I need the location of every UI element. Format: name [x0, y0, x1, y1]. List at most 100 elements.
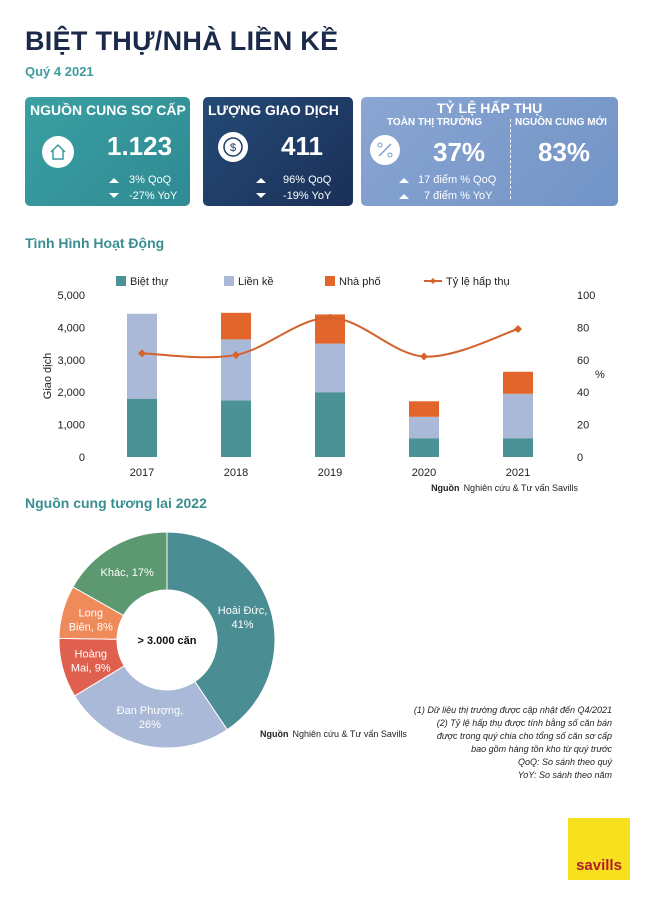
icon-percent: [370, 135, 400, 165]
section-title: Nguồn cung tương lai 2022: [25, 495, 207, 511]
bar-segment: [315, 392, 345, 457]
x-tick-label: 2017: [130, 467, 154, 479]
line-marker: [514, 325, 522, 334]
y2-tick-label: 40: [577, 387, 589, 399]
slice-label: Long: [79, 607, 103, 619]
slice-label: 26%: [139, 719, 161, 731]
svg-text:$: $: [230, 142, 236, 154]
card-value: 411: [281, 131, 323, 161]
x-tick-label: 2021: [506, 467, 530, 479]
pie-slice: [166, 531, 276, 731]
y-tick-label: 4,000: [57, 322, 85, 334]
panel-value: 83%: [538, 137, 591, 167]
panel-value: 37%: [433, 137, 486, 167]
y2-tick-label: 60: [577, 355, 589, 367]
bar-segment: [127, 398, 157, 457]
card-title: TỶ LỆ HẤP THỤ: [436, 100, 543, 116]
legend-label: Tỷ lệ hấp thụ: [446, 276, 510, 288]
slice-label: Khác, 17%: [101, 567, 154, 579]
icon-coin: $: [218, 132, 248, 162]
page-subtitle: Quý 4 2021: [25, 64, 94, 79]
note: QoQ: So sánh theo quý: [517, 757, 612, 767]
panel-change: 17 điểm % QoQ: [418, 174, 497, 186]
legend-swatch: [325, 276, 335, 286]
note: (1) Dữ liệu thị trường được cập nhật đến…: [413, 705, 612, 715]
line-marker: [232, 350, 240, 359]
logo-text: savills: [576, 857, 622, 874]
line-marker: [420, 352, 428, 361]
slice-label: Mai, 9%: [71, 663, 111, 675]
y-tick-label: 5,000: [57, 290, 85, 302]
card-change: -27% YoY: [129, 190, 178, 202]
slice-label: Hoàng: [75, 649, 107, 661]
logo: savills: [568, 818, 630, 880]
source-text: Nghiên cứu & Tư vấn Savills: [464, 483, 579, 493]
bar-segment: [221, 339, 251, 401]
page-title: BIỆT THỰ/NHÀ LIỀN KỀ: [25, 26, 339, 56]
arrows: [256, 178, 266, 198]
y2-tick-label: 100: [577, 290, 595, 302]
card-change: -19% YoY: [283, 190, 332, 202]
panel-title: NGUỒN CUNG MỚI: [515, 117, 607, 128]
bar-segment: [221, 400, 251, 457]
card-absorption: TỶ LỆ HẤP THỤ TOÀN THỊ TRƯỜNG 37% 17 điể…: [361, 97, 618, 206]
pie-slice: [73, 665, 228, 749]
bar-segment: [409, 438, 439, 457]
card-value: 1.123: [107, 131, 173, 161]
panel-title: TOÀN THỊ TRƯỜNG: [387, 117, 482, 128]
legend-marker: [430, 278, 436, 284]
bar-segment: [503, 393, 533, 439]
line-marker: [326, 313, 334, 322]
card-supply: NGUỒN CUNG SƠ CẤP 1.123 3% QoQ -27% YoY: [25, 97, 190, 206]
bar-segment: [503, 371, 533, 394]
card-change: 3% QoQ: [129, 174, 172, 186]
y-tick-label: 0: [79, 452, 85, 464]
bar-segment: [315, 343, 345, 393]
panel-change: 7 điểm % YoY: [424, 190, 493, 202]
divider: [510, 119, 512, 199]
note: bao gồm hàng tồn kho từ quý trước: [471, 744, 612, 754]
icon-house: [42, 136, 74, 168]
y-tick-label: 3,000: [57, 355, 85, 367]
slice-label: Biên, 8%: [69, 621, 113, 633]
center-label: > 3.000 căn: [137, 635, 196, 647]
card-title: NGUỒN CUNG SƠ CẤP: [30, 102, 186, 118]
x-tick-label: 2018: [224, 467, 248, 479]
y-tick-label: 2,000: [57, 387, 85, 399]
y2-axis-label: %: [595, 369, 605, 381]
legend-label: Biệt thự: [130, 276, 169, 288]
bar-segment: [503, 438, 533, 457]
card-transactions: LƯỢNG GIAO DỊCH $ 411 96% QoQ -19% YoY: [203, 97, 353, 206]
legend-swatch: [116, 276, 126, 286]
line-marker: [138, 349, 146, 358]
bar-segment: [409, 401, 439, 417]
source-label: Nguồn: [431, 483, 460, 493]
source: Nguồn Nghiên cứu & Tư vấn Savills: [260, 729, 407, 739]
note: (2) Tỷ lệ hấp thụ được tính bằng số căn …: [436, 718, 612, 728]
x-tick-label: 2019: [318, 467, 342, 479]
bar-segment: [221, 312, 251, 340]
legend-label: Nhà phố: [339, 276, 381, 288]
slice-label: Đan Phượng,: [117, 705, 184, 717]
source-label: Nguồn: [260, 729, 289, 739]
source: Nguồn Nghiên cứu & Tư vấn Savills: [431, 483, 578, 493]
arrows: [399, 178, 409, 199]
note: YoY: So sánh theo năm: [517, 770, 612, 780]
bar-segment: [409, 416, 439, 439]
arrows: [109, 178, 119, 198]
slice-label: 41%: [232, 619, 254, 631]
y2-tick-label: 0: [577, 452, 583, 464]
y-tick-label: 1,000: [57, 420, 85, 432]
y2-tick-label: 80: [577, 322, 589, 334]
legend-label: Liền kề: [238, 276, 273, 288]
section-title: Tình Hình Hoạt Động: [25, 235, 165, 251]
source-text: Nghiên cứu & Tư vấn Savills: [293, 729, 408, 739]
x-tick-label: 2020: [412, 467, 436, 479]
legend-swatch: [224, 276, 234, 286]
y2-tick-label: 20: [577, 420, 589, 432]
y-axis-label: Giao dịch: [42, 353, 54, 399]
slice-label: Hoài Đức,: [218, 605, 268, 617]
note: được trong quý chia cho tổng số căn sơ c…: [436, 731, 612, 741]
card-title: LƯỢNG GIAO DỊCH: [208, 102, 339, 118]
